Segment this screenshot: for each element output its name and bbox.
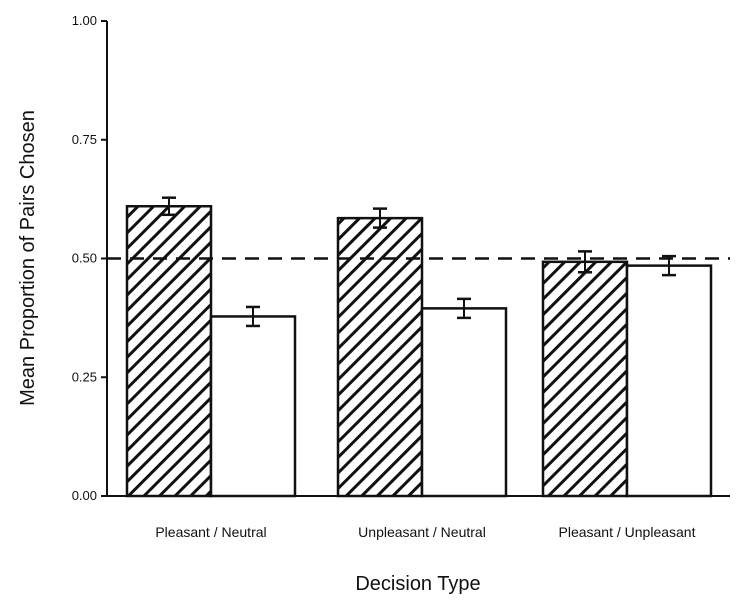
y-axis-title: Mean Proportion of Pairs Chosen <box>17 110 39 406</box>
y-tick-label: 1.00 <box>72 13 97 28</box>
bar-hatched <box>541 260 629 498</box>
bar-open <box>625 264 713 498</box>
y-tick-label: 0.00 <box>72 488 97 503</box>
bar-hatched <box>125 205 213 498</box>
x-category-label: Unpleasant / Neutral <box>358 524 486 540</box>
y-tick-label: 0.75 <box>72 132 97 147</box>
x-category-label: Pleasant / Unpleasant <box>559 524 696 540</box>
bar-open <box>209 315 297 498</box>
x-category-label: Pleasant / Neutral <box>155 524 266 540</box>
y-tick-label: 0.50 <box>72 251 97 266</box>
x-axis-title: Decision Type <box>355 573 480 595</box>
bar-open <box>420 307 508 498</box>
bar-hatched <box>336 216 424 498</box>
y-tick-label: 0.25 <box>72 369 97 384</box>
